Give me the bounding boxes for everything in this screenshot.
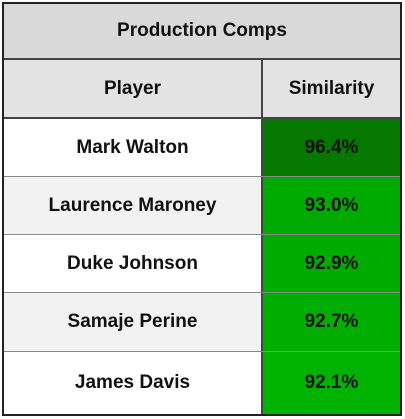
table-row: Laurence Maroney 93.0% — [4, 177, 400, 235]
table-row: James Davis 92.1% — [4, 352, 400, 414]
table-row: Duke Johnson 92.9% — [4, 235, 400, 293]
player-name-cell: Laurence Maroney — [4, 177, 263, 234]
player-name-cell: Duke Johnson — [4, 235, 263, 292]
similarity-cell: 92.1% — [263, 352, 400, 414]
similarity-column-header: Similarity — [288, 77, 375, 99]
header-row: Player Similarity — [4, 60, 400, 119]
player-name-cell: Mark Walton — [4, 119, 263, 176]
production-comps-table: Production Comps Player Similarity Mark … — [2, 2, 402, 416]
table-title: Production Comps — [4, 4, 400, 60]
similarity-cell: 92.7% — [263, 293, 400, 351]
similarity-cell: 92.9% — [263, 235, 400, 292]
table-row: Mark Walton 96.4% — [4, 119, 400, 177]
similarity-cell: 96.4% — [263, 119, 400, 176]
player-name-cell: Samaje Perine — [4, 293, 263, 351]
similarity-cell: 93.0% — [263, 177, 400, 234]
table-row: Samaje Perine 92.7% — [4, 293, 400, 352]
player-column-header: Player — [4, 60, 263, 117]
player-name-cell: James Davis — [4, 352, 263, 414]
